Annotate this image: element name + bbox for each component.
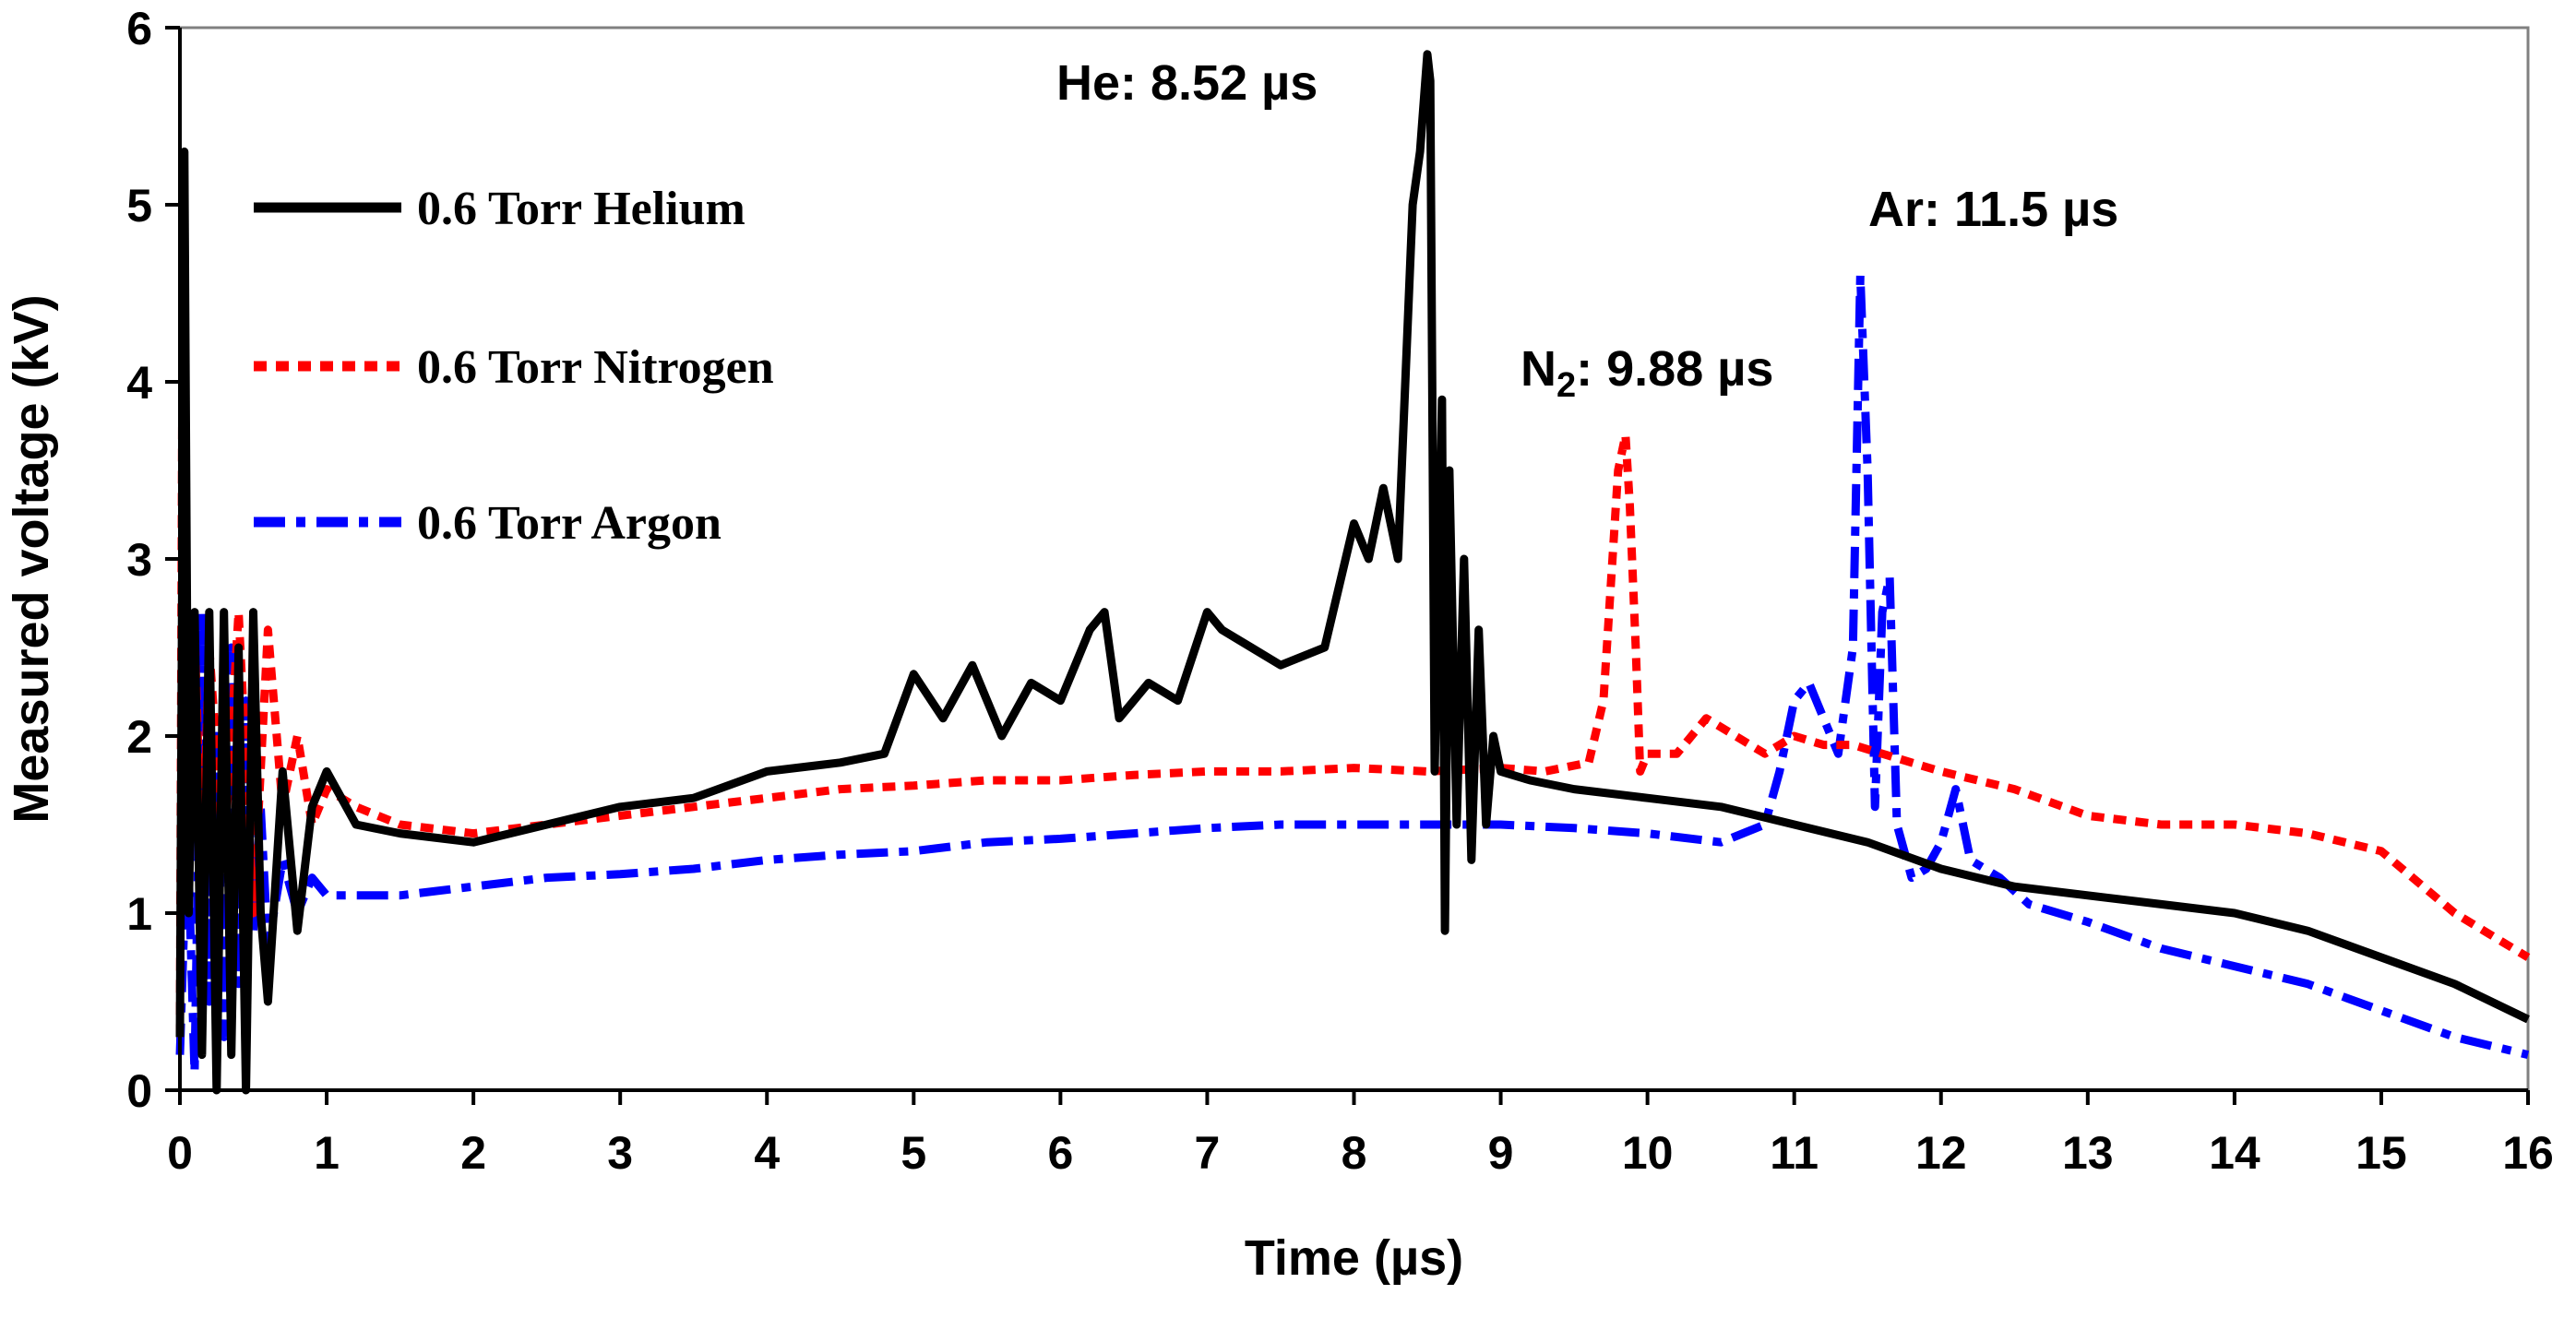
legend-label-nitrogen: 0.6 Torr Nitrogen [417,341,774,394]
x-tick-label: 7 [1195,1127,1221,1179]
series-line-helium [175,50,2530,1095]
series-layer [175,50,2531,1095]
annotation-n2-time: : 9.88 µs [1576,341,1773,397]
y-tick-label: 3 [126,534,152,586]
x-tick-label: 2 [460,1127,486,1179]
x-tick-label: 10 [1622,1127,1674,1179]
x-axis-title: Time (µs) [1245,1230,1463,1286]
y-tick-label: 1 [126,888,152,940]
x-tick-label: 11 [1770,1127,1819,1179]
legend: 0.6 Torr Helium 0.6 Torr Nitrogen 0.6 To… [254,183,774,550]
x-tick-label: 14 [2209,1127,2260,1179]
annotations: He: 8.52 µs N2: 9.88 µs Ar: 11.5 µs [1056,55,2118,405]
x-tick-label: 13 [2062,1127,2114,1179]
x-tick-label: 5 [900,1127,926,1179]
annotation-nitrogen-peak: N2: 9.88 µs [1521,341,1773,405]
legend-label-helium: 0.6 Torr Helium [417,183,745,235]
annotation-helium-peak: He: 8.52 µs [1056,55,1318,111]
y-axis-title: Measured voltage (kV) [4,294,59,823]
series-line-nitrogen [175,235,2531,1038]
annotation-n2-symbol: N [1521,341,1556,397]
x-tick-label: 6 [1047,1127,1073,1179]
y-tick-label: 2 [126,711,152,763]
y-tick-label: 6 [126,3,152,54]
x-tick-label: 16 [2502,1127,2554,1179]
x-tick-label: 4 [754,1127,780,1179]
annotation-n2-subscript: 2 [1556,366,1576,405]
x-tick-label: 12 [1915,1127,1967,1179]
x-tick-label: 1 [314,1127,340,1179]
x-tick-label: 0 [167,1127,193,1179]
y-tick-label: 4 [126,357,152,409]
x-tick-label: 3 [607,1127,633,1179]
y-tick-label: 5 [126,180,152,232]
x-tick-label: 8 [1342,1127,1367,1179]
x-tick-label: 9 [1488,1127,1514,1179]
y-tick-label: 0 [126,1065,152,1117]
annotation-argon-peak: Ar: 11.5 µs [1868,182,2118,237]
legend-label-argon: 0.6 Torr Argon [417,497,722,550]
x-tick-label: 15 [2355,1127,2407,1179]
